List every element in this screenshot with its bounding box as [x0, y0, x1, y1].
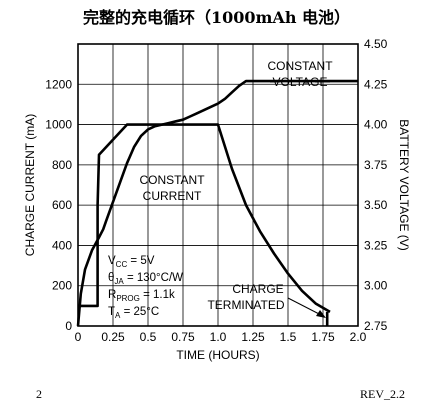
y-right-tick-label: 3.75 — [364, 158, 388, 172]
x-axis-ticks: 0 0.25 0.5 0.75 1.0 1.25 1.5 1.75 2.0 — [75, 330, 367, 344]
plot-frame — [77, 43, 359, 327]
charge-terminated-label-line2: TERMINATED — [207, 298, 284, 312]
y-left-tick-label: 1000 — [45, 118, 72, 132]
y-left-axis-ticks: 0 200 400 600 800 1000 1200 — [45, 77, 72, 333]
charge-current-line — [78, 123, 331, 314]
charge-terminated-label-line1: CHARGE — [232, 282, 283, 296]
theta-annotation: θJA = 130°C/W — [108, 272, 183, 286]
y-left-tick-label: 200 — [52, 279, 72, 293]
y-left-tick-label: 1200 — [45, 77, 72, 91]
chart-title: 完整的充电循环（1000mAh 电池） — [82, 8, 351, 27]
x-tick-label: 0.5 — [140, 330, 157, 344]
x-tick-label: 1.25 — [241, 330, 265, 344]
data-series — [76, 79, 358, 327]
y-left-tick-label: 0 — [65, 319, 72, 333]
constant-current-label-line2: CURRENT — [143, 189, 202, 203]
x-tick-label: 0.25 — [101, 330, 125, 344]
y-right-tick-label: 4.50 — [364, 37, 388, 51]
rprog-annotation: RPROG = 1.1k — [108, 289, 175, 303]
y-right-tick-label: 3.00 — [364, 279, 388, 293]
constant-voltage-label-line2: VOLTAGE — [273, 75, 328, 89]
grid-lines — [78, 44, 358, 326]
constant-current-label-line1: CONSTANT — [139, 173, 205, 187]
y-right-tick-label: 2.75 — [364, 319, 388, 333]
x-tick-label: 1.75 — [311, 330, 335, 344]
page-number: 2 — [36, 387, 42, 401]
ta-annotation: TA = 25°C — [108, 306, 159, 320]
y-right-tick-label: 4.25 — [364, 77, 388, 91]
x-axis-label: TIME (HOURS) — [176, 348, 259, 362]
y-left-axis-label: CHARGE CURRENT (mA) — [23, 114, 37, 256]
revision-label: REV_2.2 — [360, 387, 405, 401]
y-right-tick-label: 3.25 — [364, 238, 388, 252]
y-left-tick-label: 600 — [52, 198, 72, 212]
x-tick-label: 1.5 — [280, 330, 297, 344]
x-tick-label: 0 — [75, 330, 82, 344]
y-right-axis-ticks: 2.75 3.00 3.25 3.50 3.75 4.00 4.25 4.50 — [364, 37, 388, 333]
charge-terminated-arrow-line — [287, 297, 324, 317]
x-tick-label: 1.0 — [210, 330, 227, 344]
y-right-tick-label: 4.00 — [364, 118, 388, 132]
constant-voltage-label-line1: CONSTANT — [267, 59, 333, 73]
y-left-tick-label: 800 — [52, 158, 72, 172]
vcc-annotation: VCC = 5V — [108, 255, 155, 269]
x-tick-label: 0.75 — [171, 330, 195, 344]
y-left-tick-label: 400 — [52, 238, 72, 252]
y-right-axis-label: BATTERY VOLTAGE (V) — [397, 119, 411, 251]
y-right-tick-label: 3.50 — [364, 198, 388, 212]
charge-terminated-arrowhead — [316, 310, 326, 318]
x-tick-label: 2.0 — [350, 330, 367, 344]
battery-voltage-line — [76, 79, 358, 327]
